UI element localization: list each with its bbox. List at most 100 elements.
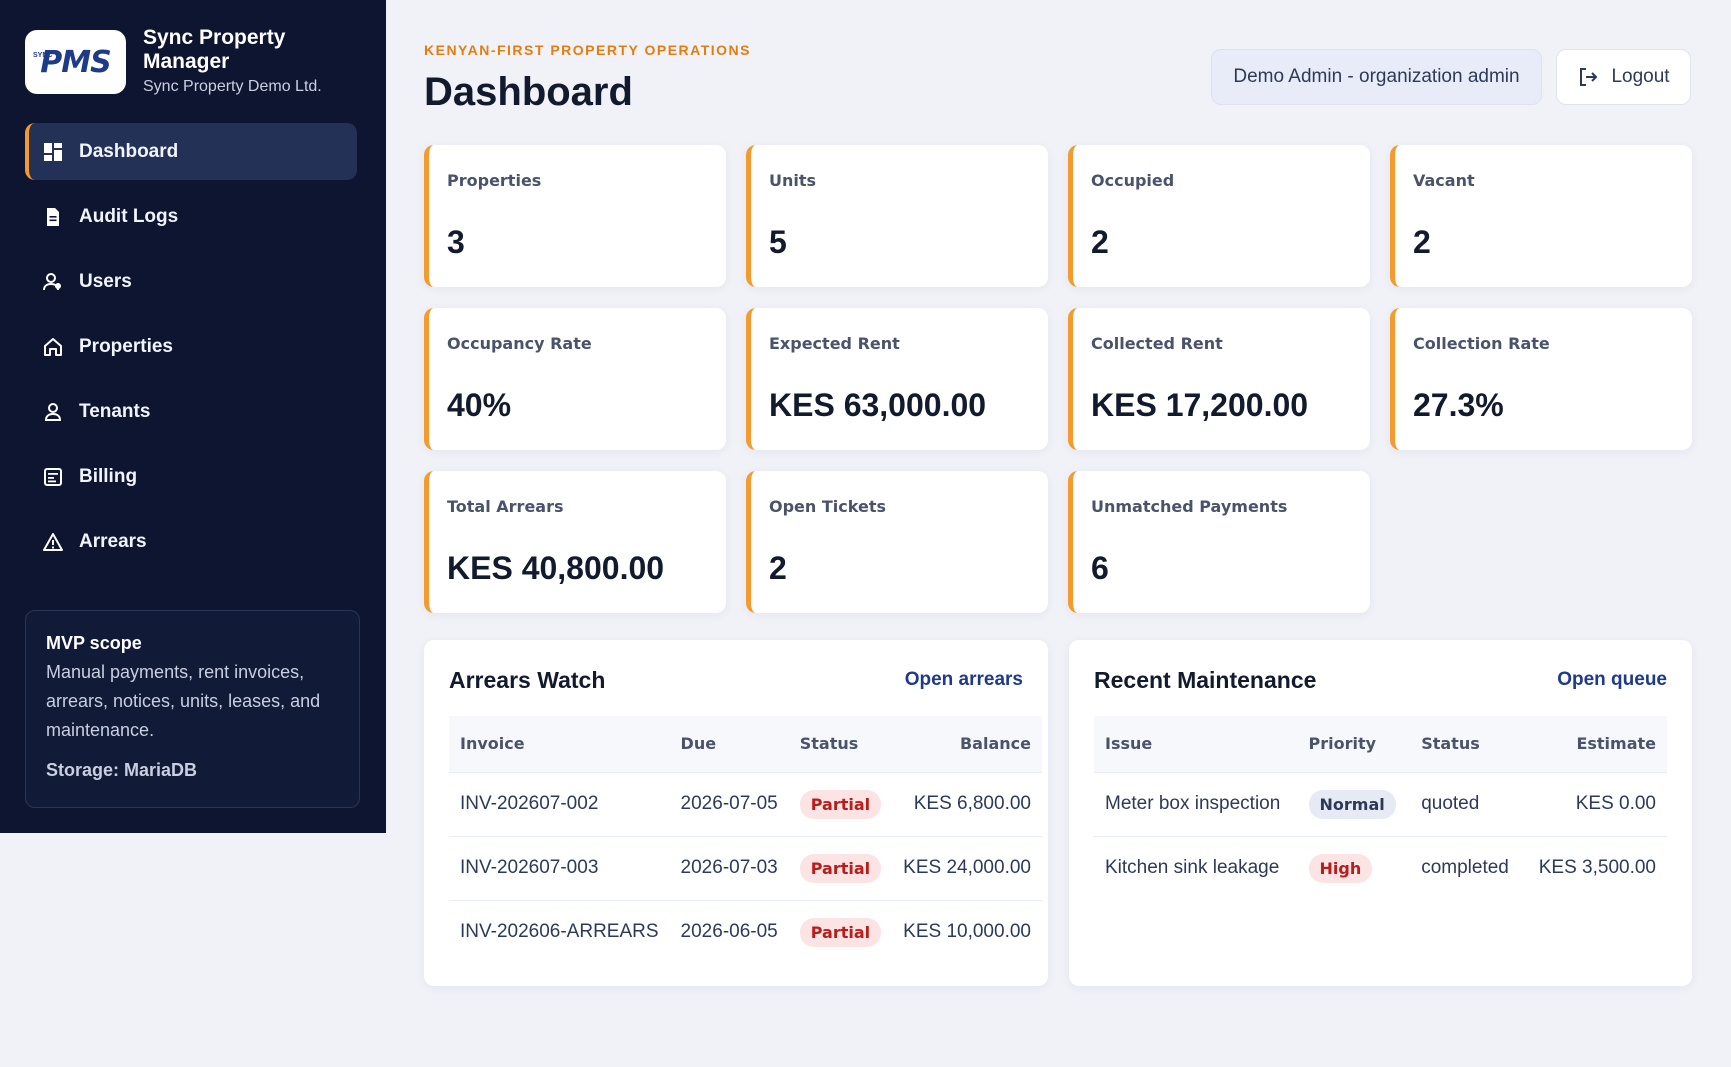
logo-text: PMS	[40, 44, 111, 80]
stat-label: Total Arrears	[447, 497, 564, 516]
priority-badge: High	[1308, 853, 1373, 883]
logout-label: Logout	[1611, 66, 1670, 87]
column-header: Estimate	[1523, 716, 1667, 772]
sidebar-item-label: Audit Logs	[79, 205, 179, 227]
due-cell: 2026-07-03	[669, 835, 789, 900]
dashboard-icon	[42, 141, 64, 163]
sidebar-item-label: Dashboard	[79, 140, 179, 162]
status-cell: quoted	[1410, 771, 1524, 836]
table-row[interactable]: INV-202606-ARREARS 2026-06-05 Partial KE…	[449, 899, 1042, 964]
warning-icon	[42, 531, 64, 553]
estimate-cell: KES 0.00	[1523, 771, 1667, 836]
stat-card-open-tickets: Open Tickets 2	[746, 471, 1048, 613]
table-row[interactable]: INV-202607-003 2026-07-03 Partial KES 24…	[449, 835, 1042, 900]
stat-value: 3	[447, 224, 465, 260]
panel-title: Recent Maintenance	[1094, 666, 1317, 693]
page-eyebrow: KENYAN-FIRST PROPERTY OPERATIONS	[424, 42, 752, 58]
stat-card-unmatched-payments: Unmatched Payments 6	[1068, 471, 1370, 613]
stat-card-units: Units 5	[746, 145, 1048, 287]
sidebar-item-label: Users	[79, 270, 132, 292]
stat-label: Properties	[447, 171, 542, 190]
stat-label: Units	[769, 171, 817, 190]
stat-label: Unmatched Payments	[1091, 497, 1288, 516]
column-header: Issue	[1094, 716, 1298, 772]
column-header: Status	[1410, 716, 1524, 772]
stat-label: Vacant	[1413, 171, 1475, 190]
panel-title: Arrears Watch	[449, 666, 606, 693]
open-queue-link[interactable]: Open queue	[1557, 669, 1667, 690]
stat-card-properties: Properties 3	[424, 145, 726, 287]
stat-label: Open Tickets	[769, 497, 886, 516]
stat-value: KES 17,200.00	[1091, 387, 1309, 423]
sidebar-item-arrears[interactable]: Arrears	[25, 513, 357, 570]
stat-value: 2	[769, 550, 787, 586]
open-arrears-link[interactable]: Open arrears	[904, 669, 1023, 690]
recent-maintenance-panel: Recent Maintenance Open queue Issue Prio…	[1069, 640, 1692, 986]
logout-button[interactable]: Logout	[1556, 49, 1691, 105]
org-name: Sync Property Demo Ltd.	[143, 78, 322, 95]
stat-label: Expected Rent	[769, 334, 900, 353]
sidebar-item-tenants[interactable]: Tenants	[25, 383, 357, 440]
sidebar-item-audit-logs[interactable]: Audit Logs	[25, 188, 357, 245]
due-cell: 2026-06-05	[669, 899, 789, 964]
arrears-table: Invoice Due Status Balance INV-202607-00…	[449, 716, 1042, 964]
users-icon	[42, 271, 64, 293]
page-title: Dashboard	[424, 70, 633, 114]
column-header: Invoice	[449, 716, 670, 772]
user-chip: Demo Admin - organization admin	[1211, 49, 1542, 105]
stat-value: 40%	[447, 387, 512, 423]
balance-cell: KES 10,000.00	[892, 899, 1042, 964]
priority-badge: Normal	[1308, 789, 1396, 819]
logout-icon	[1580, 68, 1598, 86]
invoice-cell: INV-202606-ARREARS	[449, 899, 670, 964]
arrears-watch-panel: Arrears Watch Open arrears Invoice Due S…	[424, 640, 1048, 986]
sidebar-item-properties[interactable]: Properties	[25, 318, 357, 375]
billing-icon	[42, 466, 64, 488]
column-header: Balance	[892, 716, 1042, 772]
table-row[interactable]: INV-202607-002 2026-07-05 Partial KES 6,…	[449, 771, 1042, 836]
invoice-cell: INV-202607-003	[449, 835, 670, 900]
person-icon	[42, 401, 64, 423]
stat-card-expected-rent: Expected Rent KES 63,000.00	[746, 308, 1048, 450]
issue-cell: Kitchen sink leakage	[1094, 835, 1298, 900]
status-cell: completed	[1410, 835, 1524, 900]
stat-label: Occupied	[1091, 171, 1175, 190]
sidebar-item-dashboard[interactable]: Dashboard	[25, 123, 357, 180]
logo: SYNC PMS	[25, 30, 126, 94]
stat-label: Collected Rent	[1091, 334, 1223, 353]
status-badge: Partial	[799, 917, 882, 947]
stat-value: 2	[1091, 224, 1109, 260]
sidebar-item-label: Tenants	[79, 400, 151, 422]
stat-value: 2	[1413, 224, 1431, 260]
stat-label: Collection Rate	[1413, 334, 1550, 353]
balance-cell: KES 6,800.00	[892, 771, 1042, 836]
stat-value: KES 40,800.00	[447, 550, 665, 586]
stat-value: 6	[1091, 550, 1109, 586]
due-cell: 2026-07-05	[669, 771, 789, 836]
issue-cell: Meter box inspection	[1094, 771, 1298, 836]
sidebar-item-billing[interactable]: Billing	[25, 448, 357, 505]
balance-cell: KES 24,000.00	[892, 835, 1042, 900]
table-row[interactable]: Meter box inspection Normal quoted KES 0…	[1094, 771, 1667, 836]
scope-description: Manual payments, rent invoices, arrears,…	[46, 662, 321, 740]
document-icon	[42, 206, 64, 228]
sidebar-item-label: Billing	[79, 465, 138, 487]
home-icon	[42, 336, 64, 358]
stat-card-vacant: Vacant 2	[1390, 145, 1692, 287]
sidebar-item-label: Arrears	[79, 530, 147, 552]
status-badge: Partial	[799, 789, 882, 819]
stat-value: KES 63,000.00	[769, 387, 987, 423]
maintenance-table: Issue Priority Status Estimate Meter box…	[1094, 716, 1667, 900]
stat-value: 5	[769, 224, 787, 260]
app-title: Sync Property Manager	[143, 26, 286, 73]
sidebar: SYNC PMS Sync Property Manager Sync Prop…	[0, 0, 386, 833]
logo-sub: SYNC	[33, 52, 53, 59]
stat-card-occupied: Occupied 2	[1068, 145, 1370, 287]
stat-card-collection-rate: Collection Rate 27.3%	[1390, 308, 1692, 450]
table-row[interactable]: Kitchen sink leakage High completed KES …	[1094, 835, 1667, 900]
sidebar-item-users[interactable]: Users	[25, 253, 357, 310]
stat-label: Occupancy Rate	[447, 334, 592, 353]
scope-storage: Storage: MariaDB	[46, 760, 198, 780]
estimate-cell: KES 3,500.00	[1523, 835, 1667, 900]
column-header: Due	[669, 716, 789, 772]
